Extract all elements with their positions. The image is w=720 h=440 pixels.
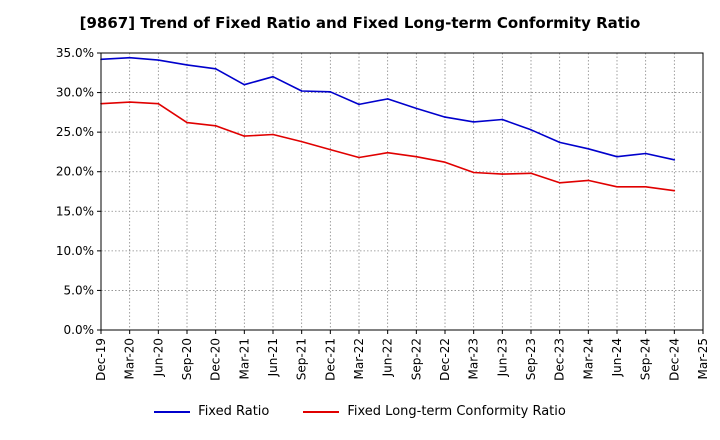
data-point-fixed-ratio (558, 141, 561, 144)
x-tick-label: Sep-22 (409, 338, 423, 380)
x-tick-label: Mar-21 (237, 338, 251, 379)
data-point-fixed-lt-conformity (616, 185, 618, 188)
legend-swatch-fixed-lt-conformity (303, 410, 340, 413)
data-point-fixed-lt-conformity (587, 179, 590, 182)
data-point-fixed-ratio (587, 147, 590, 150)
x-tick-label: Dec-21 (323, 338, 337, 381)
data-point-fixed-ratio (214, 68, 217, 70)
data-point-fixed-lt-conformity (243, 135, 246, 137)
data-point-fixed-lt-conformity (530, 172, 532, 175)
data-point-fixed-ratio (272, 75, 274, 78)
x-tick-label: Dec-20 (209, 338, 223, 381)
data-point-fixed-lt-conformity (501, 173, 504, 175)
data-point-fixed-lt-conformity (444, 161, 446, 164)
x-tick-label: Mar-23 (467, 338, 481, 379)
x-tick-label: Sep-20 (180, 338, 194, 380)
data-point-fixed-ratio (243, 83, 246, 86)
series-lines (100, 56, 676, 192)
data-point-fixed-ratio (157, 59, 160, 61)
x-tick-label: Jun-23 (495, 338, 509, 377)
y-tick-label: 30.0% (56, 86, 94, 100)
x-tick-label: Sep-23 (524, 338, 538, 380)
data-point-fixed-ratio (386, 98, 389, 100)
data-point-fixed-ratio (415, 107, 418, 110)
legend: Fixed Ratio Fixed Long-term Conformity R… (0, 404, 720, 419)
legend-label-fixed-ratio: Fixed Ratio (198, 404, 270, 419)
x-tick-label: Dec-24 (667, 338, 681, 381)
series-line-fixed-lt-conformity (100, 101, 675, 192)
x-tick-label: Jun-21 (266, 338, 280, 377)
x-tick-label: Mar-24 (581, 338, 595, 379)
data-point-fixed-lt-conformity (558, 181, 561, 184)
x-tick-label: Jun-20 (151, 338, 165, 377)
data-point-fixed-lt-conformity (472, 171, 475, 174)
x-tick-label: Dec-23 (553, 338, 567, 381)
data-point-fixed-ratio (616, 155, 618, 158)
data-point-fixed-ratio (128, 56, 131, 59)
data-point-fixed-ratio (329, 90, 332, 93)
data-point-fixed-lt-conformity (214, 125, 217, 127)
chart-title: [9867] Trend of Fixed Ratio and Fixed Lo… (79, 14, 641, 32)
data-point-fixed-ratio (300, 90, 303, 92)
data-point-fixed-ratio (501, 118, 504, 121)
data-point-fixed-lt-conformity (128, 101, 131, 103)
x-axis-ticks: Dec-19 Mar-20 Jun-20 Sep-20 Dec-20 Mar-21 Jun-… (94, 330, 710, 381)
plot-frame (100, 52, 704, 331)
x-tick-label: Jun-24 (610, 338, 624, 377)
data-point-fixed-ratio (472, 121, 475, 123)
legend-swatch-fixed-ratio (154, 410, 191, 413)
y-axis-ticks: 0.0% 5.0% 10.0% 15.0% 20.0% 25.0% 30.0% 35.0% (56, 46, 101, 337)
grid-lines (100, 52, 704, 331)
data-point-fixed-ratio (444, 116, 446, 118)
data-point-fixed-lt-conformity (415, 155, 418, 158)
x-tick-label: Mar-20 (123, 338, 137, 379)
y-tick-label: 0.0% (64, 323, 95, 337)
legend-item-fixed-ratio: Fixed Ratio (154, 404, 269, 419)
data-point-fixed-lt-conformity (358, 156, 360, 159)
data-point-fixed-lt-conformity (329, 148, 332, 151)
data-point-fixed-ratio (530, 128, 532, 131)
data-point-fixed-ratio (644, 152, 647, 155)
x-tick-label: Dec-19 (94, 338, 108, 381)
x-tick-label: Sep-21 (295, 338, 309, 380)
x-tick-label: Dec-22 (438, 338, 452, 381)
data-point-fixed-lt-conformity (157, 102, 160, 105)
y-tick-label: 25.0% (56, 125, 94, 139)
data-point-fixed-lt-conformity (272, 133, 274, 136)
y-tick-label: 15.0% (56, 204, 94, 218)
y-tick-label: 5.0% (64, 283, 95, 297)
data-point-fixed-ratio (673, 159, 676, 161)
y-tick-label: 35.0% (56, 46, 94, 60)
legend-item-fixed-lt-conformity: Fixed Long-term Conformity Ratio (303, 404, 566, 419)
data-point-fixed-lt-conformity (644, 185, 647, 188)
x-tick-label: Mar-22 (352, 338, 366, 379)
data-point-fixed-lt-conformity (386, 151, 389, 154)
data-point-fixed-ratio (358, 103, 360, 106)
data-point-fixed-lt-conformity (673, 189, 676, 192)
data-point-fixed-lt-conformity (300, 140, 303, 143)
data-point-fixed-ratio (186, 64, 188, 66)
x-tick-label: Jun-22 (381, 338, 395, 377)
x-tick-label: Sep-24 (639, 338, 653, 380)
legend-label-fixed-lt-conformity: Fixed Long-term Conformity Ratio (347, 404, 566, 419)
y-tick-label: 10.0% (56, 244, 94, 258)
data-point-fixed-lt-conformity (186, 121, 188, 124)
y-tick-label: 20.0% (56, 165, 94, 179)
x-tick-label: Mar-25 (696, 338, 710, 379)
